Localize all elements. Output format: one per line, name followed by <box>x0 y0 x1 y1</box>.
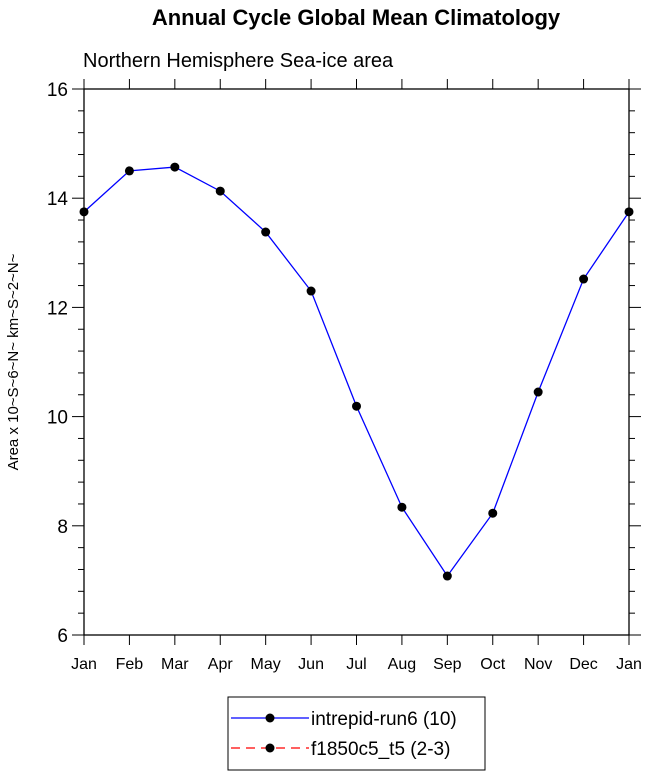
y-tick-label: 6 <box>57 626 68 647</box>
x-tick-label: May <box>251 656 281 673</box>
x-tick-label: Jan <box>71 656 97 673</box>
legend-marker-series-2 <box>265 743 275 753</box>
x-tick-label: Jun <box>298 656 324 673</box>
x-tick-label: Jul <box>346 656 366 673</box>
legend-box <box>227 696 486 771</box>
legend-marker-series-1 <box>265 713 275 723</box>
x-tick-label: Dec <box>569 656 597 673</box>
y-tick-label: 14 <box>47 189 69 210</box>
chart-subtitle: Northern Hemisphere Sea-ice area <box>83 50 394 72</box>
x-tick-label: Sep <box>433 656 462 673</box>
x-tick-label: Feb <box>116 656 144 673</box>
y-tick-label: 8 <box>57 517 68 538</box>
x-tick-label: Aug <box>388 656 416 673</box>
plot-frame <box>83 88 630 636</box>
data-point <box>579 274 589 284</box>
legend: intrepid-run6 (10) f1850c5_t5 (2-3) <box>227 696 486 771</box>
y-tick-label: 16 <box>47 80 68 101</box>
legend-label-series-1: intrepid-run6 (10) <box>311 709 457 730</box>
x-tick-label: Apr <box>208 656 234 673</box>
data-point <box>79 207 89 217</box>
series-line-1 <box>83 166 630 578</box>
data-point <box>533 387 543 397</box>
data-point <box>124 166 134 176</box>
data-point <box>352 401 361 411</box>
y-tick-label: 12 <box>47 298 68 319</box>
data-point <box>306 286 316 296</box>
chart-title: Annual Cycle Global Mean Climatology <box>152 5 561 30</box>
legend-label-series-2: f1850c5_t5 (2-3) <box>311 739 450 760</box>
y-axis-label: Area x 10~S~6~N~ km~S~2~N~ <box>5 253 22 470</box>
data-point <box>624 207 634 217</box>
x-tick-label: Nov <box>524 656 552 673</box>
data-point <box>261 227 271 237</box>
data-point <box>442 571 452 581</box>
x-tick-label: Mar <box>161 656 189 673</box>
data-point <box>397 502 407 512</box>
data-point <box>488 508 498 518</box>
data-point <box>170 162 180 172</box>
x-tick-label: Oct <box>480 656 505 673</box>
x-tick-label: Jan <box>616 656 642 673</box>
y-tick-label: 10 <box>47 408 68 429</box>
data-point <box>215 186 225 196</box>
